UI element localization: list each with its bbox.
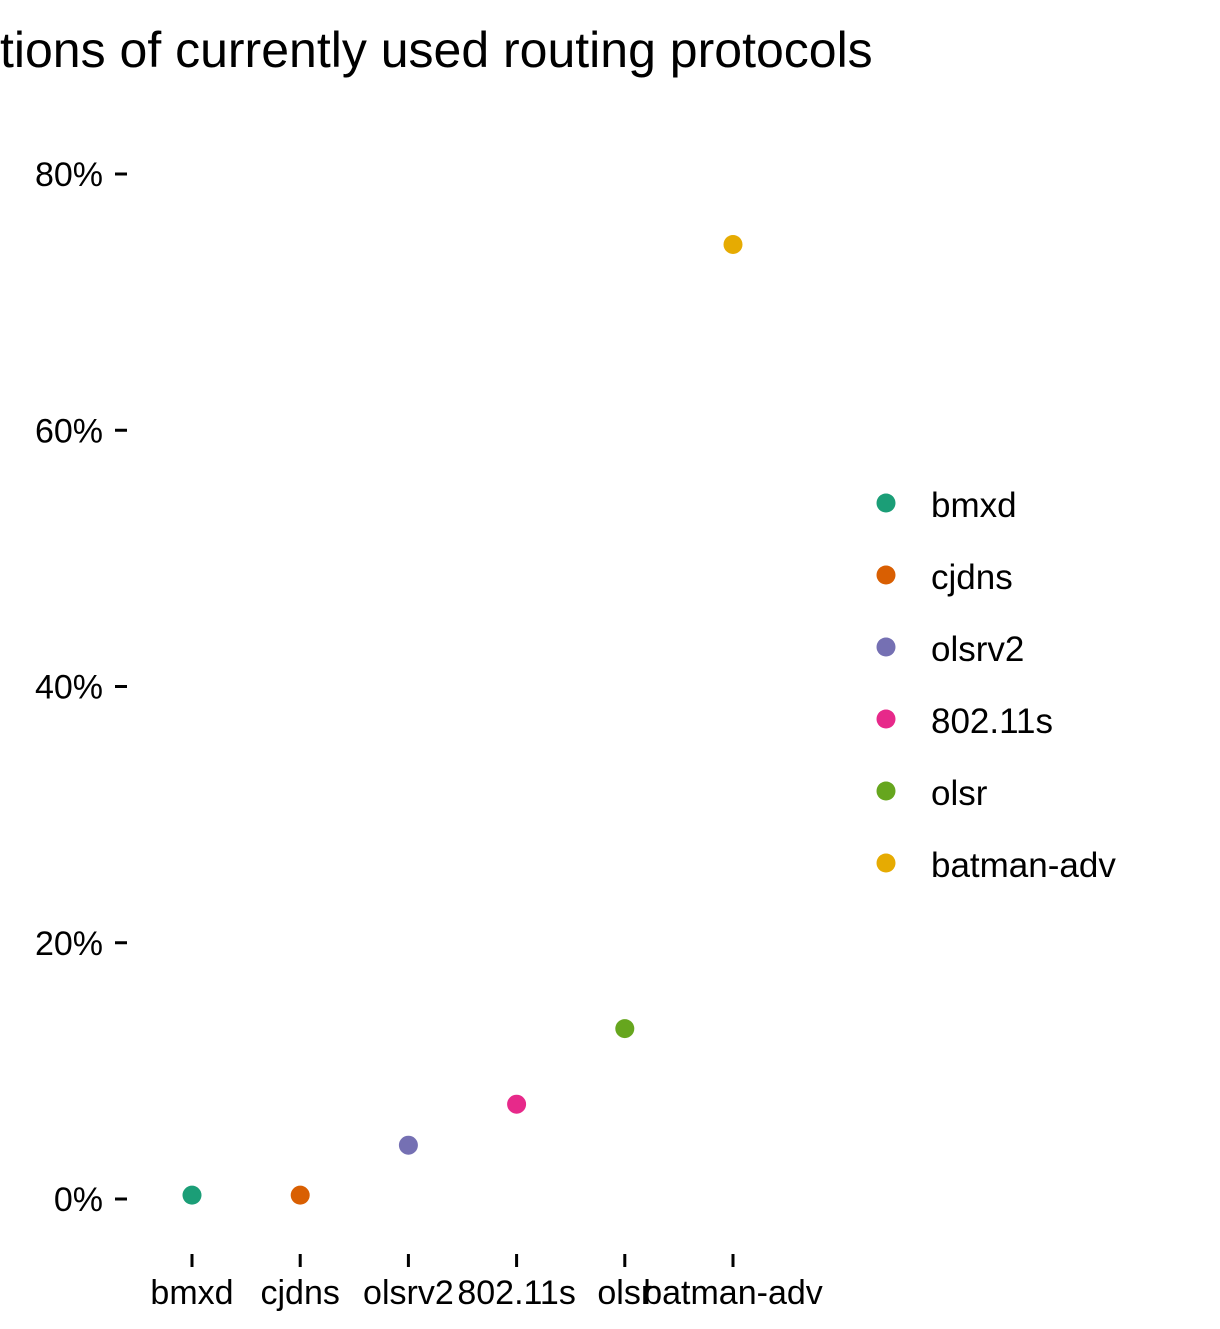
legend-key [876,709,896,729]
legend-key [876,637,896,657]
x-tick-label: cjdns [261,1274,340,1312]
y-tick-label: 40% [35,669,103,707]
legend-label: cjdns [931,558,1013,597]
x-tick-label: olsr [597,1274,652,1312]
legend-label: 802.11s [931,702,1053,741]
data-point-bmxd [182,1185,202,1205]
legend-label: batman-adv [931,846,1116,885]
data-point-olsr [615,1019,635,1039]
x-tick-label: bmxd [150,1274,233,1312]
legend-key [876,493,896,513]
legend-label: bmxd [931,486,1017,525]
y-tick-label: 0% [54,1181,103,1219]
legend-key [876,853,896,873]
x-tick-label: olsrv2 [363,1274,454,1312]
x-tick-label: batman-adv [643,1274,823,1312]
legend-label: olsr [931,774,988,813]
data-point-olsrv2 [398,1135,418,1155]
y-tick-label: 20% [35,925,103,963]
y-tick-label: 80% [35,156,103,194]
legend-key [876,565,896,585]
legend: bmxd cjdns olsrv2 802.11s olsr batman-adv [876,486,1116,885]
data-points [182,234,743,1205]
legend-label: olsrv2 [931,630,1024,669]
data-point-802.11s [507,1094,527,1114]
y-axis: 0% 20% 40% 60% 80% [35,156,127,1219]
x-tick-label: 802.11s [457,1274,575,1312]
y-tick-label: 60% [35,412,103,450]
data-point-cjdns [290,1185,310,1205]
chart-title: tions of currently used routing protocol… [0,22,873,78]
legend-key [876,781,896,801]
data-point-batman-adv [723,234,743,254]
